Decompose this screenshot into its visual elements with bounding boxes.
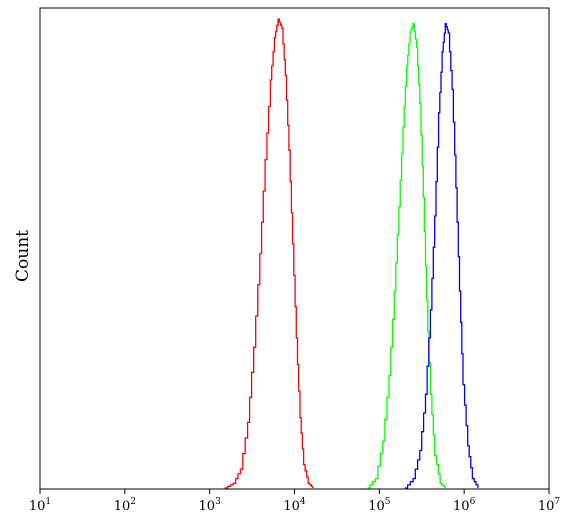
x-tick-label: 103 [199, 497, 222, 514]
x-tick-label: 107 [538, 497, 561, 514]
x-tick-label: 106 [453, 497, 476, 514]
histogram-series-3 [404, 23, 479, 489]
x-tick-label: 104 [283, 497, 306, 514]
x-axis-ticks: 101 102 103 104 105 106 107 [29, 489, 561, 514]
x-tick-label: 102 [114, 497, 136, 514]
x-tick-label: 101 [29, 497, 51, 514]
histogram-series-2 [367, 23, 446, 489]
histogram-series-1 [224, 18, 314, 489]
plot-area-frame [39, 7, 550, 490]
x-tick-label: 105 [368, 497, 391, 514]
series-layer [224, 18, 479, 489]
y-axis-label: Count [13, 230, 33, 282]
